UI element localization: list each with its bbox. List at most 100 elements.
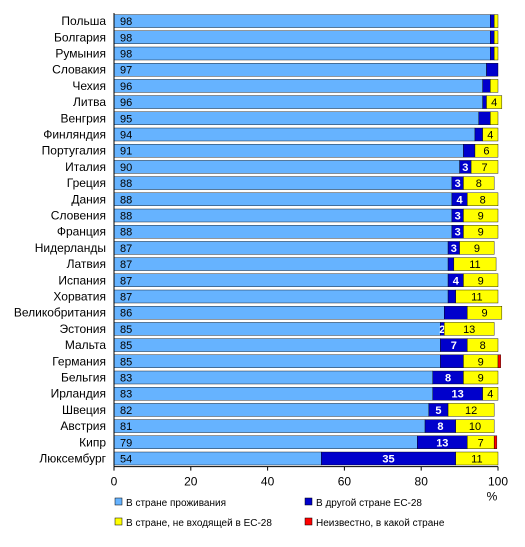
category-label: Венгрия [60, 111, 106, 125]
legend-swatch [304, 497, 313, 506]
x-tick-label: 60 [338, 475, 352, 489]
data-label: 4 [453, 275, 460, 287]
bar-segment [113, 127, 476, 142]
data-label: 6 [483, 146, 489, 158]
bar-segment [113, 354, 441, 368]
data-label: 83 [120, 389, 132, 401]
data-label: 8 [445, 373, 451, 385]
category-label: Швеция [62, 403, 106, 417]
data-label: 4 [457, 194, 464, 206]
data-label: 4 [487, 130, 493, 142]
bar-segment [493, 30, 499, 44]
data-label: 3 [462, 162, 468, 174]
bar-segment [490, 79, 499, 93]
bar-segment [474, 127, 483, 142]
category-label: Эстония [60, 322, 107, 336]
bar-segment [447, 403, 495, 417]
bar-segment [113, 30, 491, 44]
category-label: Люксембург [39, 452, 106, 466]
bar-segment [113, 370, 433, 385]
data-label: 11 [469, 259, 480, 271]
bar-segment [467, 306, 503, 320]
category-label: Великобритания [14, 306, 106, 320]
bar-segment [463, 224, 499, 239]
bar-segment [463, 143, 476, 158]
bar-segment [113, 241, 449, 255]
category-label: Ирландия [51, 387, 106, 401]
bar-segment [113, 176, 453, 190]
data-label: 3 [455, 211, 461, 223]
bar-segment [113, 79, 483, 93]
data-label: 83 [120, 373, 132, 385]
data-label: 8 [480, 194, 486, 206]
data-label: 9 [478, 211, 484, 223]
bar-segment [113, 387, 433, 401]
data-label: 8 [476, 178, 482, 190]
data-label: 87 [120, 292, 132, 304]
data-label: 82 [120, 405, 132, 417]
data-label: 98 [120, 32, 132, 44]
data-label: 81 [120, 421, 132, 433]
data-label: 9 [478, 373, 484, 385]
bar-segment [113, 338, 441, 352]
bar-segment [113, 419, 426, 433]
legend-entry: В стране проживания [126, 498, 226, 509]
bar-segment [467, 338, 499, 352]
category-label: Латвия [67, 257, 106, 271]
category-label: Австрия [60, 419, 106, 433]
data-label: 98 [120, 49, 132, 61]
data-label: 8 [480, 340, 486, 352]
bar-segment [486, 95, 503, 109]
bar-segment [482, 95, 487, 109]
bar-segment [463, 176, 495, 190]
x-axis-unit-label: % [487, 490, 498, 504]
data-label: 3 [455, 227, 461, 239]
bar-segment [490, 46, 495, 61]
data-label: 91 [120, 146, 132, 158]
data-label: 11 [471, 292, 482, 304]
bar-segment [444, 322, 495, 336]
bar-segment [447, 257, 455, 271]
data-label: 79 [120, 437, 132, 449]
data-label: 12 [465, 405, 477, 417]
bar-segment [455, 289, 499, 304]
legend-entry: В другой стране ЕС-28 [316, 498, 422, 509]
data-label: 9 [481, 308, 487, 320]
bar-segment [474, 143, 499, 158]
data-label: 13 [452, 389, 464, 401]
data-label: 10 [469, 421, 481, 433]
data-label: 7 [451, 340, 457, 352]
bar-segment [490, 111, 499, 126]
data-label: 5 [435, 405, 441, 417]
category-label: Румыния [55, 47, 106, 61]
data-label: 54 [120, 454, 132, 466]
data-label: 35 [382, 454, 394, 466]
category-label: Словения [51, 209, 106, 223]
bar-segment [444, 306, 468, 320]
x-tick-label: 40 [261, 475, 275, 489]
bar-segment [447, 289, 456, 304]
legend-entry: В стране, не входящей в ЕС-28 [126, 518, 272, 529]
data-label: 7 [481, 162, 487, 174]
bar-segment [453, 257, 497, 271]
bar-segment [470, 160, 499, 174]
bar-segment [113, 451, 322, 466]
bar-segment [493, 435, 498, 449]
bar-segment [113, 257, 449, 271]
legend-entry: Неизвестно, в какой стране [316, 518, 445, 529]
category-label: Португалия [42, 144, 106, 158]
bar-segment [463, 208, 499, 223]
bar-segment [482, 79, 491, 93]
category-label: Финляндия [43, 128, 106, 142]
bar-segment [113, 224, 453, 239]
data-label: 9 [478, 227, 484, 239]
data-label: 88 [120, 227, 132, 239]
bar-segment [113, 160, 460, 174]
data-label: 8 [437, 421, 443, 433]
data-label: 9 [478, 275, 484, 287]
bar-segment [455, 419, 495, 433]
bar-segment [113, 322, 441, 336]
bar-segment [486, 63, 499, 77]
data-label: 4 [491, 97, 497, 109]
